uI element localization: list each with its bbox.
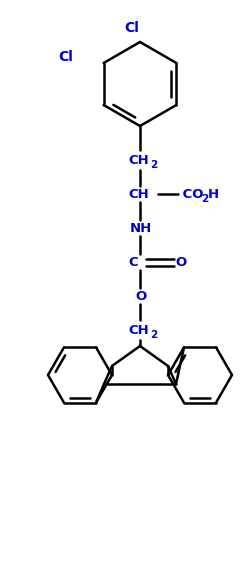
Text: CH: CH (128, 188, 149, 200)
Text: C: C (128, 256, 138, 268)
Text: 2: 2 (150, 330, 157, 340)
Text: Cl: Cl (124, 21, 140, 35)
Text: O: O (135, 289, 146, 303)
Text: CH: CH (128, 324, 149, 336)
Text: H: H (208, 188, 219, 200)
Text: CO: CO (178, 188, 204, 200)
Text: Cl: Cl (58, 50, 73, 64)
Text: O: O (175, 256, 186, 268)
Text: NH: NH (130, 221, 152, 235)
Text: 2: 2 (201, 194, 208, 204)
Text: 2: 2 (150, 160, 157, 170)
Text: CH: CH (128, 153, 149, 167)
